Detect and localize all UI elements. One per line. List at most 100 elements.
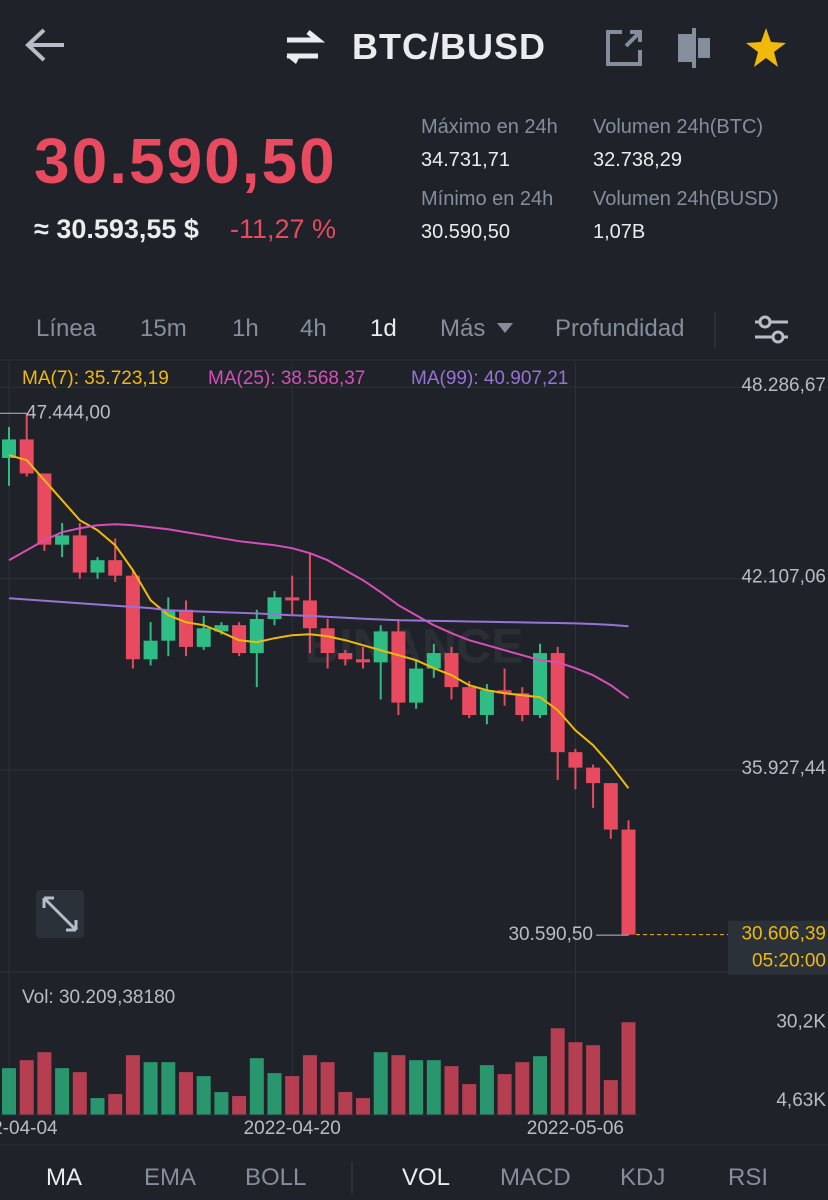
volume-bar [19,1060,34,1115]
interval-tab[interactable]: Línea [36,315,97,342]
candle-body [391,631,406,703]
candle-body [373,631,388,663]
dropdown-caret[interactable] [497,323,513,333]
volume-bar [373,1052,388,1115]
candle-body [568,752,583,768]
expand-button[interactable] [36,890,84,938]
low-label: 30.590,50 [508,924,593,945]
candle-body [497,690,512,694]
interval-tab[interactable]: 15m [140,315,187,342]
volume-bar [426,1060,441,1115]
x-tick-label: 2022-05-06 [527,1118,624,1139]
volume-bar [603,1080,618,1115]
price-tag-box [728,920,828,975]
ma-legend: MA(99): 40.907,21 [411,368,568,389]
volume-bar [621,1022,636,1115]
candle-body [267,597,282,620]
favorite-star[interactable] [746,28,786,67]
split-icon[interactable] [678,28,710,68]
candle-body [426,653,441,669]
volume-bar [444,1066,459,1115]
volume-bar [249,1058,264,1115]
volume-tick-label: 30,2K [776,1011,826,1032]
indicator-tab[interactable]: MA [46,1164,82,1191]
price-tag-label: 30.606,39 [741,924,826,945]
swap-icon[interactable] [286,30,326,64]
volume-bar [37,1052,52,1115]
volume-bar [497,1074,512,1115]
indicator-tab[interactable]: BOLL [245,1164,307,1191]
candle-body [409,668,424,703]
indicator-tab[interactable]: EMA [144,1164,197,1191]
volume-bar [125,1055,140,1115]
interval-tab[interactable]: 1d [370,315,397,342]
volume-bar [179,1072,193,1115]
volume-bar [55,1068,70,1115]
y-tick-label: 35.927,44 [741,758,826,779]
interval-tab[interactable]: 1h [232,315,259,342]
watermark: BINANCE [305,621,524,674]
ma-legend: MA(7): 35.723,19 [22,368,169,389]
volume-bar [285,1076,300,1115]
volume-bar [320,1062,335,1115]
fiat-price: ≈ 30.593,55 $ [34,214,199,244]
x-tick-label: 2022-04-04 [0,1118,58,1139]
candle-body [621,829,636,935]
candle-body [462,687,477,715]
last-price: 30.590,50 [34,125,337,197]
volume-bar [568,1042,583,1115]
indicator-tab[interactable]: MACD [500,1164,571,1191]
share-icon[interactable] [606,30,642,66]
volume-bar [267,1073,282,1115]
volume-tick-label: 4,63K [776,1090,826,1111]
candle-body [55,535,70,545]
indicator-tab[interactable]: VOL [402,1164,451,1191]
candle-body [515,693,530,715]
volume-bar [391,1055,406,1115]
settings-icon[interactable] [755,315,788,344]
volume-bar [462,1084,477,1115]
candle-body [143,640,158,660]
candle-body [444,653,459,688]
candle-body [285,597,300,601]
volume-bar [586,1045,601,1115]
high-label: 47.444,00 [26,402,111,423]
candle-body [320,628,335,654]
ma-line [8,597,629,628]
volume-bar [2,1068,16,1115]
interval-tab[interactable]: Profundidad [555,315,685,342]
candle-body [302,600,317,629]
stat-value: 32.738,29 [593,149,682,171]
stat-value: 30.590,50 [421,221,510,243]
candle-body [72,535,87,573]
volume-bar [143,1062,158,1115]
price-countdown: 05:20:00 [752,951,826,972]
candle-body [550,653,565,753]
stat-value: 1,07B [593,221,646,243]
stat-label: Mínimo en 24h [421,188,554,210]
candle-body [179,609,193,647]
volume-bar [409,1060,424,1115]
volume-bar [302,1055,317,1115]
price-change: -11,27 % [230,214,337,244]
volume-bar [533,1056,547,1115]
y-tick-label: 42.107,06 [741,567,826,588]
candle-body [19,439,34,474]
candle-body [108,560,123,576]
stat-label: Volumen 24h(BTC) [593,116,764,138]
volume-label: Vol: 30.209,38180 [22,987,175,1008]
y-tick-label: 48.286,67 [741,375,826,396]
back-button[interactable] [25,28,64,62]
volume-bar [72,1072,87,1115]
candle-body [479,690,494,715]
candle-body [37,473,52,545]
candle-body [90,560,105,573]
candle-body [249,619,264,654]
interval-tab[interactable]: 4h [300,315,327,342]
volume-bar [90,1098,105,1115]
indicator-tab[interactable]: RSI [728,1164,769,1191]
interval-tab[interactable]: Más [440,315,486,342]
indicator-tab[interactable]: KDJ [620,1164,666,1191]
